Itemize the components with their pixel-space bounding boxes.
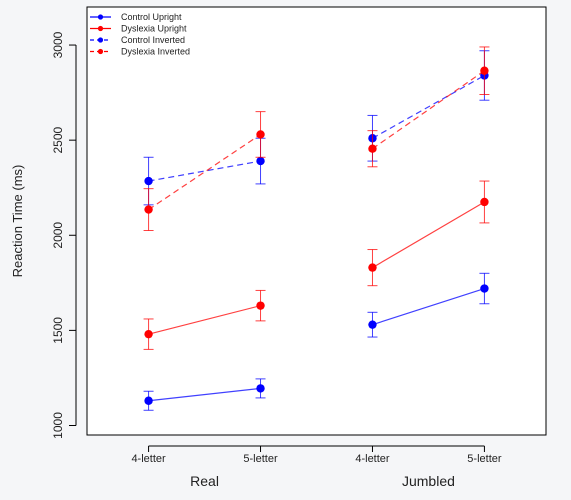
x-tick-label: 5-letter (467, 453, 502, 465)
series-line (372, 287, 485, 326)
series-line (148, 387, 261, 402)
series-line (372, 74, 485, 139)
y-tick-label: 1500 (51, 317, 65, 344)
y-axis-label: Reaction Time (ms) (10, 165, 25, 278)
x-tick-label: 5-letter (243, 453, 278, 465)
data-point (144, 205, 153, 214)
legend-marker (97, 25, 104, 32)
data-point (368, 263, 377, 272)
y-tick-label: 2500 (51, 126, 65, 153)
legend-label: Control Upright (121, 12, 182, 22)
legend-label: Dyslexia Inverted (121, 47, 190, 57)
y-tick-label: 1000 (51, 412, 65, 439)
data-point (256, 301, 265, 310)
data-point (256, 130, 265, 139)
x-group-label: Real (190, 473, 219, 489)
data-point (144, 329, 153, 339)
data-point (144, 176, 153, 186)
series-line (372, 70, 485, 150)
series-line (372, 201, 485, 269)
x-tick-label: 4-letter (355, 453, 390, 465)
series-layer (143, 46, 490, 411)
y-axis: 1000 1500 2000 2500 3000 (51, 31, 77, 439)
y-tick-label: 3000 (51, 31, 65, 58)
series-control-upright (143, 272, 490, 411)
legend-marker (97, 48, 104, 55)
legend-marker (97, 14, 104, 20)
data-point (144, 396, 153, 405)
data-point (480, 284, 489, 293)
data-point (368, 320, 377, 329)
series-dyslexia-inverted (143, 46, 490, 232)
x-axis: 4-letter 5-letter 4-letter 5-letter Real Jumb… (131, 445, 502, 489)
y-tick-label: 2000 (51, 222, 65, 249)
data-point (368, 144, 377, 153)
series-line (148, 160, 261, 182)
legend-label: Control Inverted (121, 35, 185, 45)
data-point (256, 156, 265, 166)
legend-marker (97, 37, 104, 43)
data-point (480, 66, 489, 75)
series-line (148, 133, 261, 211)
data-point (256, 384, 265, 393)
series-line (148, 305, 261, 335)
legend-label: Dyslexia Upright (121, 24, 187, 34)
x-group-label: Jumbled (402, 473, 455, 489)
data-point (480, 197, 489, 207)
plot-area (86, 6, 547, 436)
x-tick-label: 4-letter (131, 453, 166, 465)
series-dyslexia-upright (143, 180, 490, 350)
